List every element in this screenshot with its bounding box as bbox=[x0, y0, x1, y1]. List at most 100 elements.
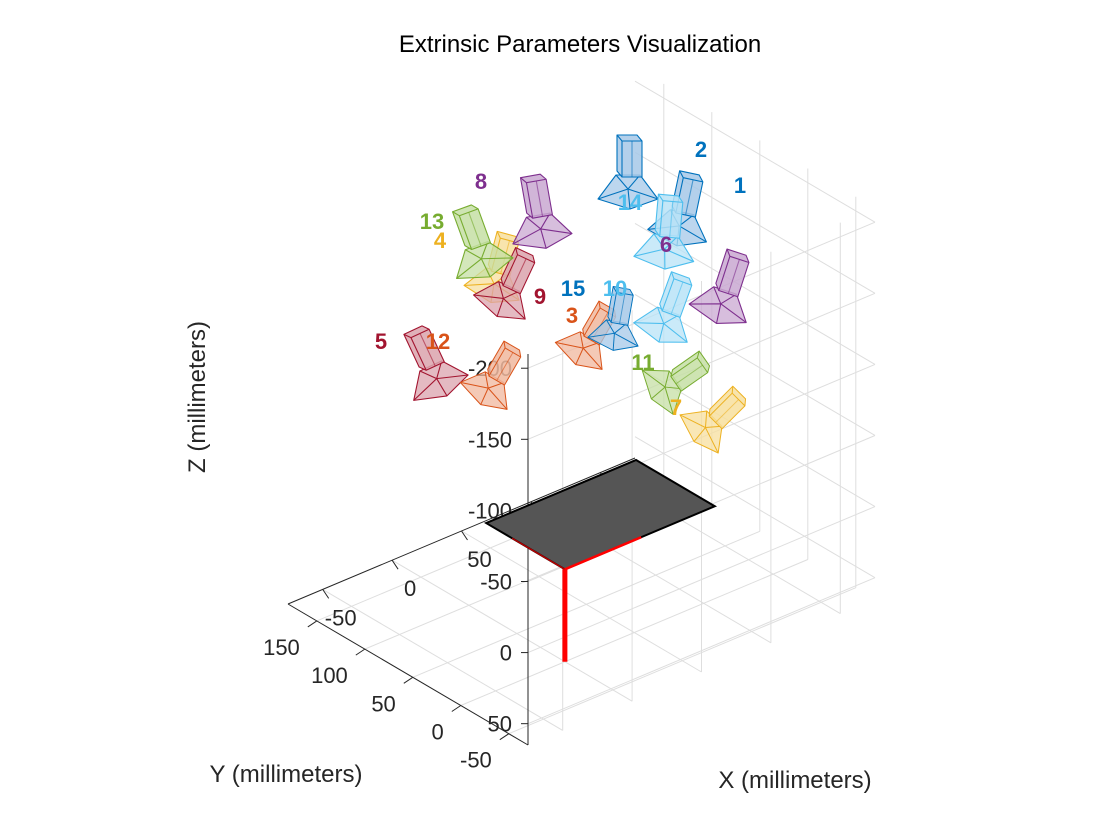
camera-label-14: 14 bbox=[618, 190, 643, 215]
x-tick-label: 50 bbox=[467, 547, 491, 572]
camera-body bbox=[715, 248, 750, 298]
camera-frustum-edge bbox=[615, 174, 629, 190]
y-tick bbox=[307, 620, 318, 628]
y-tick bbox=[451, 705, 462, 712]
camera-frustum-edge bbox=[664, 248, 666, 270]
grid-line bbox=[391, 559, 633, 702]
camera-body-edge bbox=[619, 293, 626, 324]
camera-body-edge bbox=[468, 212, 482, 247]
camera-label-12: 12 bbox=[426, 329, 450, 354]
camera-10 bbox=[633, 271, 693, 343]
chart-title: Extrinsic Parameters Visualization bbox=[399, 31, 761, 58]
camera-frustum-edge bbox=[715, 303, 722, 324]
camera-body-edge bbox=[659, 200, 664, 237]
y-tick-label: -50 bbox=[460, 748, 492, 773]
camera-body-edge bbox=[496, 352, 514, 381]
y-axis-label: Y (millimeters) bbox=[210, 761, 363, 788]
camera-body-edge bbox=[718, 256, 731, 291]
camera-13 bbox=[452, 204, 514, 279]
z-tick-label: -50 bbox=[480, 569, 512, 594]
checkerboard bbox=[483, 458, 718, 662]
origin-y-axis bbox=[511, 537, 566, 570]
grid-line bbox=[527, 577, 876, 725]
camera-frustum-edge bbox=[653, 233, 666, 250]
camera-body-edge bbox=[520, 177, 547, 184]
y-tick bbox=[355, 648, 366, 656]
camera-frustum-edge bbox=[436, 378, 448, 397]
camera-label-2: 2 bbox=[695, 137, 707, 162]
camera-5 bbox=[403, 325, 469, 401]
camera-frustum-edge bbox=[704, 410, 708, 428]
camera-label-1: 1 bbox=[734, 173, 746, 198]
camera-body-edge bbox=[685, 179, 694, 216]
camera-body-edge bbox=[696, 350, 709, 373]
y-tick-label: 100 bbox=[311, 663, 348, 688]
camera-frustum-edge bbox=[526, 216, 542, 230]
grid-line bbox=[412, 530, 760, 678]
origin-x-axis bbox=[564, 536, 642, 571]
z-tick-label: 0 bbox=[500, 641, 512, 666]
y-axis-line bbox=[287, 603, 529, 746]
z-axis-label: Z (millimeters) bbox=[184, 321, 211, 473]
camera-frustum-edge bbox=[627, 188, 631, 210]
camera-frustum-edge bbox=[693, 427, 706, 442]
camera-frustum-edge bbox=[419, 370, 437, 380]
y-tick bbox=[403, 676, 414, 684]
camera-body bbox=[659, 271, 693, 318]
camera-body-edge bbox=[583, 307, 601, 337]
camera-label-6: 6 bbox=[660, 232, 672, 257]
camera-body bbox=[452, 204, 491, 251]
camera-label-4: 4 bbox=[434, 228, 447, 253]
camera-8 bbox=[512, 173, 573, 249]
camera-body bbox=[616, 134, 643, 178]
camera-frustum-edge bbox=[575, 347, 584, 365]
camera-body-edge bbox=[410, 337, 427, 371]
camera-body bbox=[403, 325, 445, 371]
grid-line bbox=[461, 530, 702, 673]
camera-body-edge bbox=[610, 292, 617, 323]
camera-body-edge bbox=[670, 357, 698, 377]
camera-body-edge bbox=[715, 399, 739, 423]
camera-frustum-edge bbox=[664, 370, 670, 388]
camera-12 bbox=[459, 340, 522, 410]
camera-frustum-edge bbox=[484, 371, 489, 389]
camera-label-9: 9 bbox=[534, 284, 546, 309]
z-tick-label: -150 bbox=[468, 427, 512, 452]
camera-label-5: 5 bbox=[375, 329, 387, 354]
camera-label-11: 11 bbox=[631, 350, 654, 375]
camera-frustum-edge bbox=[496, 298, 504, 317]
y-tick-label: 150 bbox=[263, 635, 300, 660]
checkerboard-plane bbox=[483, 458, 718, 571]
camera-body bbox=[519, 173, 553, 219]
camera-7 bbox=[679, 385, 747, 454]
y-tick-label: 50 bbox=[371, 691, 395, 716]
camera-frustum-edge bbox=[713, 286, 722, 305]
camera-label-10: 10 bbox=[603, 276, 627, 301]
camera-body-edge bbox=[452, 208, 479, 217]
camera-label-3: 3 bbox=[566, 303, 578, 328]
x-tick-label: -50 bbox=[325, 605, 357, 630]
camera-label-7: 7 bbox=[670, 395, 682, 420]
camera-frustum-edge bbox=[606, 319, 615, 334]
camera-label-13: 13 bbox=[420, 209, 444, 234]
camera-frustum-edge bbox=[540, 228, 547, 249]
camera-frustum-edge bbox=[498, 281, 504, 299]
camera-frustum-edge bbox=[657, 306, 665, 324]
grid-line bbox=[634, 80, 876, 223]
grid-line bbox=[634, 151, 876, 294]
camera-body-edge bbox=[669, 201, 674, 238]
camera-body-edge bbox=[458, 215, 473, 250]
camera-body-edge bbox=[488, 347, 506, 377]
camera-body-edge bbox=[670, 281, 684, 315]
x-tick bbox=[461, 530, 468, 541]
camera-body-edge bbox=[515, 247, 535, 264]
camera-body-edge bbox=[525, 182, 534, 219]
camera-body-edge bbox=[419, 333, 436, 367]
y-tick-label: 0 bbox=[432, 720, 444, 745]
camera-body bbox=[607, 286, 634, 326]
camera-body-edge bbox=[708, 392, 733, 417]
camera-11 bbox=[641, 350, 711, 415]
axes bbox=[287, 354, 636, 746]
